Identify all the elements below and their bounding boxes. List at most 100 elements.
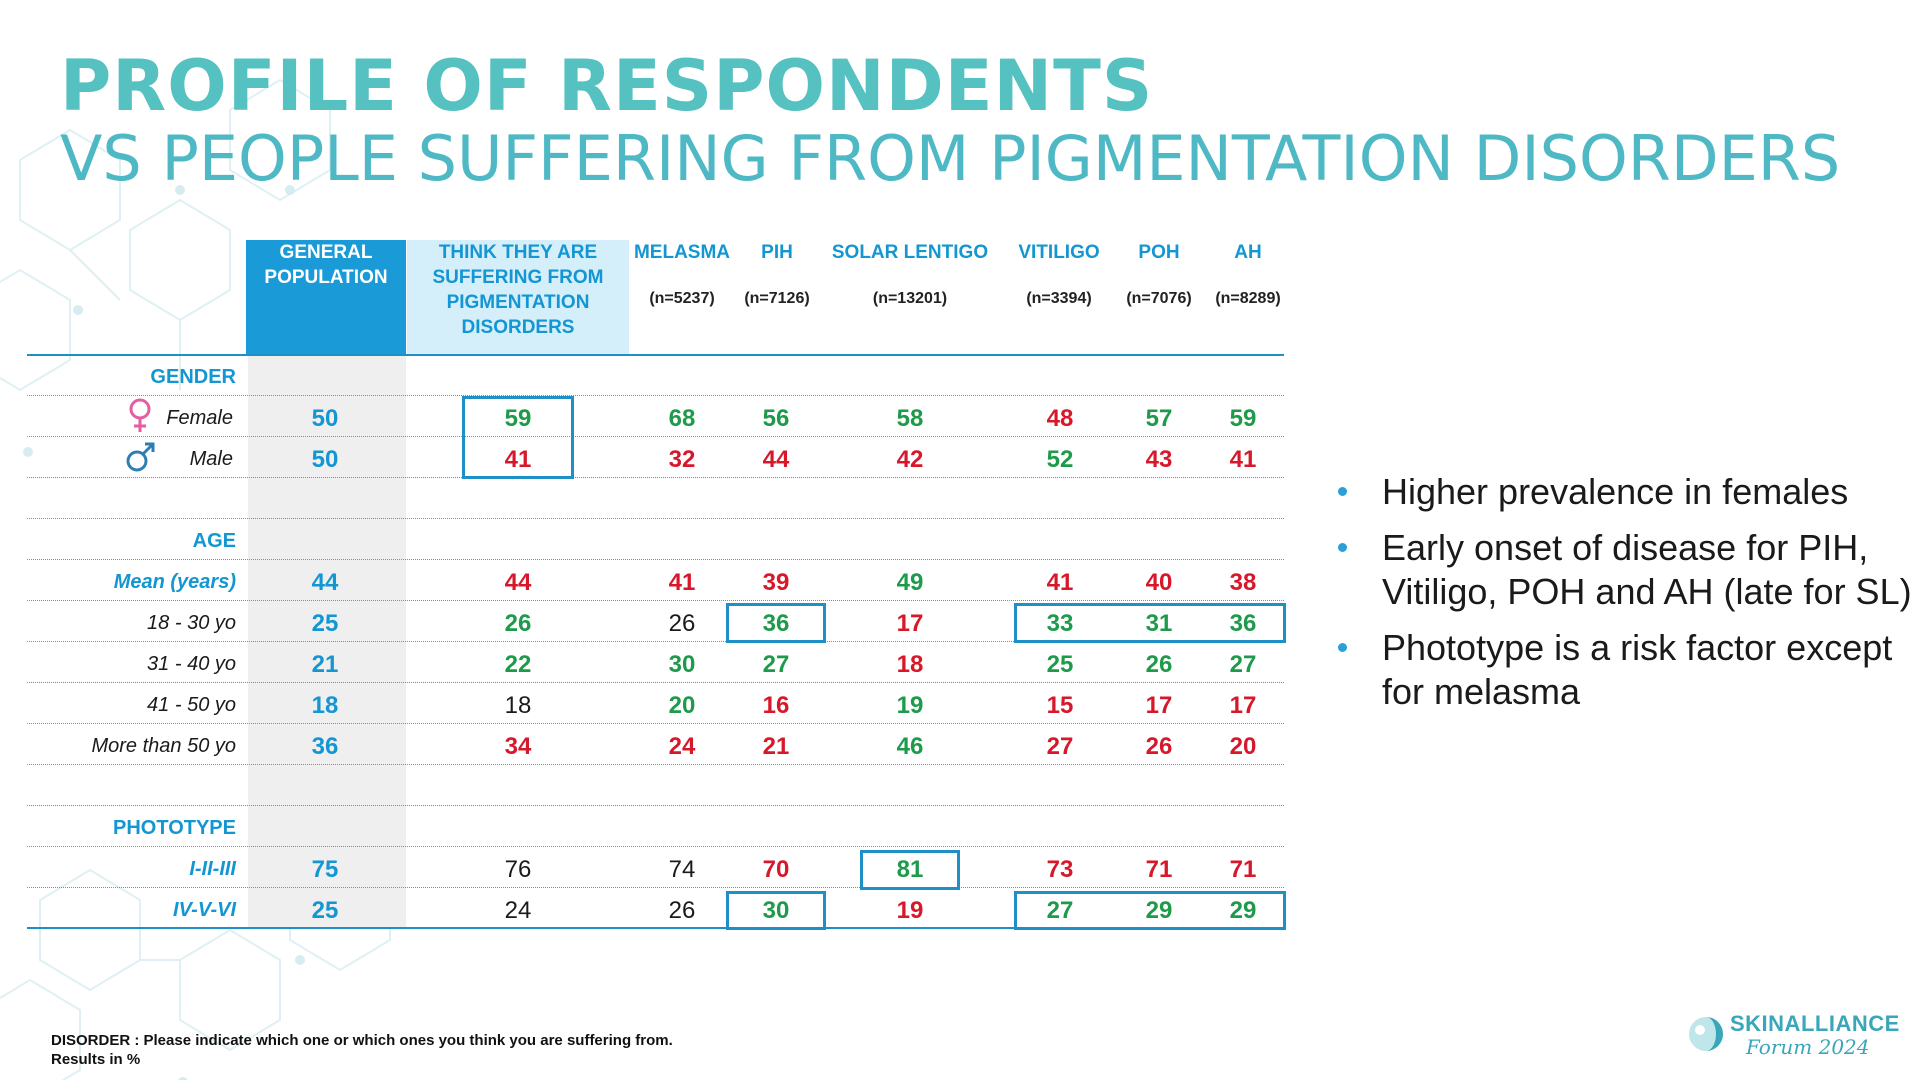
table-cell: 59 xyxy=(504,405,532,432)
table-cell: 27 xyxy=(1046,897,1074,924)
table-cell: 31 xyxy=(1145,610,1173,637)
table-cell: 56 xyxy=(762,405,790,432)
row-divider xyxy=(27,764,1284,765)
table-cell: 24 xyxy=(504,897,532,924)
table-cell: 30 xyxy=(762,897,790,924)
highlight-box-think-gender xyxy=(462,396,574,479)
table-cell: 70 xyxy=(762,856,790,883)
row-divider xyxy=(27,887,1284,888)
table-cell: 25 xyxy=(311,610,339,637)
section-age: AGE xyxy=(192,530,236,552)
table-cell: 22 xyxy=(504,651,532,678)
n-count-pih: (n=7126) xyxy=(744,290,810,307)
table-cell: 75 xyxy=(311,856,339,883)
row-divider xyxy=(27,395,1284,396)
n-count-poh: (n=7076) xyxy=(1126,290,1192,307)
logo-subtitle: Forum 2024 xyxy=(1746,1035,1870,1059)
table-cell: 73 xyxy=(1046,856,1074,883)
table-cell: 18 xyxy=(896,651,924,678)
table-cell: 26 xyxy=(1145,651,1173,678)
row-divider xyxy=(27,600,1284,601)
table-cell: 71 xyxy=(1145,856,1173,883)
table-cell: 30 xyxy=(668,651,696,678)
table-cell: 17 xyxy=(1145,692,1173,719)
row-divider xyxy=(27,682,1284,683)
male-symbol-icon xyxy=(126,442,155,472)
header-vitiligo: VITILIGO xyxy=(1018,242,1100,263)
table-cell: 18 xyxy=(311,692,339,719)
highlight-box-vitiligo-ah-phototype-4-6 xyxy=(1014,891,1286,930)
section-phototype: PHOTOTYPE xyxy=(113,817,236,839)
header-poh: POH xyxy=(1138,242,1180,263)
table-cell: 71 xyxy=(1229,856,1257,883)
table-cell: 59 xyxy=(1229,405,1257,432)
row-divider xyxy=(27,723,1284,724)
table-cell: 17 xyxy=(896,610,924,637)
table-cell: 38 xyxy=(1229,569,1257,596)
table-cell: 44 xyxy=(311,569,339,596)
table-cell: 41 xyxy=(504,446,532,473)
section-gender: GENDER xyxy=(150,366,236,388)
table-cell: 36 xyxy=(1229,610,1257,637)
row-label-phototype-4-6: IV-V-VI xyxy=(173,899,236,921)
table-cell: 44 xyxy=(504,569,532,596)
row-divider xyxy=(27,846,1284,847)
table-cell: 48 xyxy=(1046,405,1074,432)
table-cell: 18 xyxy=(504,692,532,719)
header-pih: PIH xyxy=(761,242,793,263)
table-cell: 44 xyxy=(762,446,790,473)
header-melasma: MELASMA xyxy=(633,242,731,263)
table-cell: 29 xyxy=(1229,897,1257,924)
table-cell: 20 xyxy=(1229,733,1257,760)
table-cell: 43 xyxy=(1145,446,1173,473)
bullet-text: Early onset of disease for PIH, Vitiligo… xyxy=(1382,527,1912,612)
page-title: PROFILE OF RESPONDENTS xyxy=(60,45,1154,127)
table-cell: 40 xyxy=(1145,569,1173,596)
table-cell: 76 xyxy=(504,856,532,883)
table-cell: 36 xyxy=(311,733,339,760)
table-header-rule xyxy=(27,354,1284,356)
bullet-text: Higher prevalence in females xyxy=(1382,471,1849,512)
table-cell: 42 xyxy=(896,446,924,473)
row-label-female: Female xyxy=(166,407,233,429)
row-label-31-40: 31 - 40 yo xyxy=(147,653,236,675)
bullet-item: Higher prevalence in females xyxy=(1330,470,1920,514)
row-label-18-30: 18 - 30 yo xyxy=(147,612,236,634)
table-cell: 27 xyxy=(1229,651,1257,678)
table-cell: 36 xyxy=(762,610,790,637)
table-cell: 41 xyxy=(1046,569,1074,596)
table-cell: 50 xyxy=(311,446,339,473)
table-cell: 50 xyxy=(311,405,339,432)
highlight-box-pih-18-30 xyxy=(726,603,826,643)
table-cell: 25 xyxy=(1046,651,1074,678)
skinalliance-logo-icon xyxy=(1689,1017,1723,1051)
table-cell: 25 xyxy=(311,897,339,924)
table-cell: 19 xyxy=(896,897,924,924)
n-count-solar-lentigo: (n=13201) xyxy=(872,290,948,307)
table-cell: 26 xyxy=(1145,733,1173,760)
table-cell: 32 xyxy=(668,446,696,473)
table-cell: 74 xyxy=(668,856,696,883)
n-count-vitiligo: (n=3394) xyxy=(1026,290,1092,307)
table-cell: 16 xyxy=(762,692,790,719)
table-cell: 26 xyxy=(504,610,532,637)
table-cell: 27 xyxy=(1046,733,1074,760)
logo-name: SKINALLIANCE xyxy=(1730,1011,1900,1036)
row-label-41-50: 41 - 50 yo xyxy=(147,694,236,716)
row-divider xyxy=(27,559,1284,560)
header-ah: AH xyxy=(1234,242,1262,263)
general-population-header-bg xyxy=(246,240,406,354)
table-cell: 39 xyxy=(762,569,790,596)
row-label-more-than-50: More than 50 yo xyxy=(91,735,236,757)
table-cell: 21 xyxy=(762,733,790,760)
row-divider xyxy=(27,518,1284,519)
female-symbol-icon xyxy=(129,398,151,432)
general-population-column-bg xyxy=(248,354,406,927)
row-divider xyxy=(27,477,1284,478)
key-findings-list: Higher prevalence in females Early onset… xyxy=(1330,470,1920,726)
table-cell: 34 xyxy=(504,733,532,760)
table-cell: 58 xyxy=(896,405,924,432)
highlight-box-sl-phototype-1-3 xyxy=(860,850,960,890)
table-cell: 27 xyxy=(762,651,790,678)
footnote-question: DISORDER : Please indicate which one or … xyxy=(51,1032,673,1049)
